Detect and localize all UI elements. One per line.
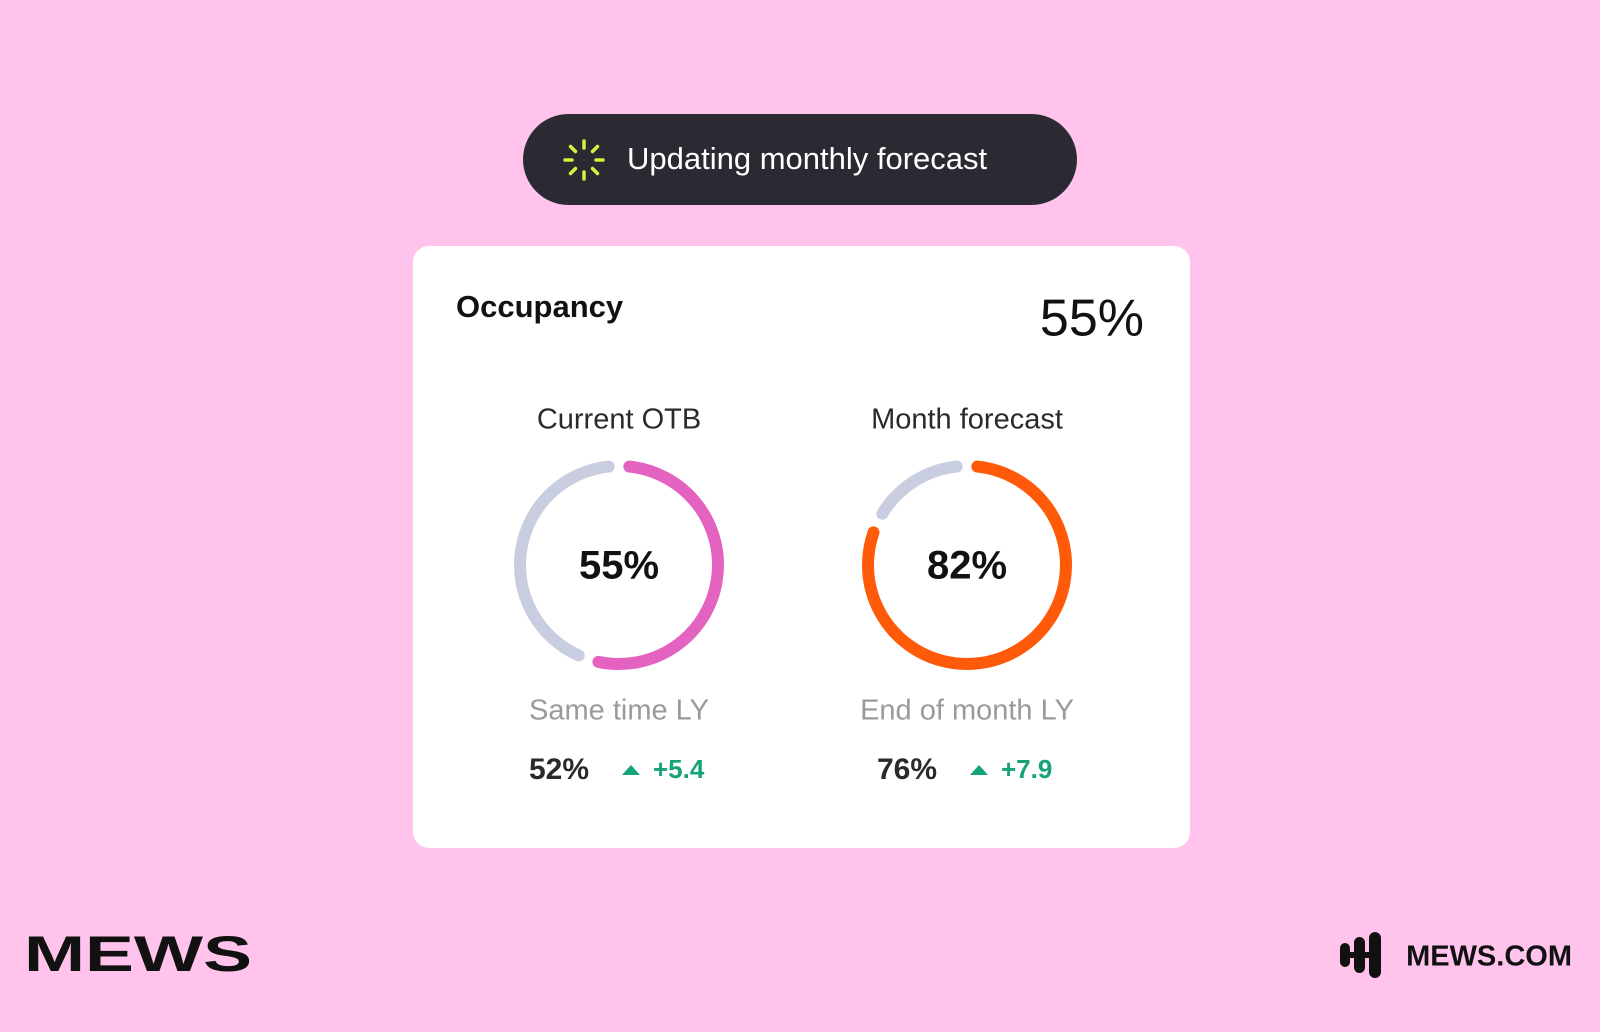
gauge-track	[876, 460, 963, 520]
gauge-progress	[592, 460, 724, 670]
trend-up-icon	[622, 765, 640, 775]
gauge-progress	[862, 460, 1072, 670]
spinner-icon	[563, 139, 605, 181]
gauge-track	[514, 460, 615, 662]
comparison-label: Same time LY	[529, 695, 709, 727]
comparison-value: 76%	[877, 753, 937, 786]
comparison-value: 52%	[529, 753, 589, 786]
gauge-title: Month forecast	[871, 404, 1063, 436]
card-title: Occupancy	[456, 289, 624, 324]
site-url: MEWS.COM	[1406, 941, 1572, 973]
badge-text: Updating monthly forecast	[627, 141, 988, 176]
gauge-value: 82%	[927, 544, 1007, 588]
gauge-value: 55%	[579, 544, 659, 588]
status-badge	[523, 114, 1077, 205]
trend-up-icon	[970, 765, 988, 775]
occupancy-card	[413, 246, 1190, 848]
card-headline: 55%	[1040, 290, 1144, 348]
gauge-title: Current OTB	[537, 404, 701, 436]
delta-value: +7.9	[1001, 754, 1052, 784]
comparison-label: End of month LY	[860, 695, 1074, 727]
delta-value: +5.4	[653, 754, 705, 784]
mews-wordmark: MEWS	[24, 926, 252, 982]
brand: MEWS	[24, 926, 252, 982]
mews-logo	[1340, 932, 1381, 978]
